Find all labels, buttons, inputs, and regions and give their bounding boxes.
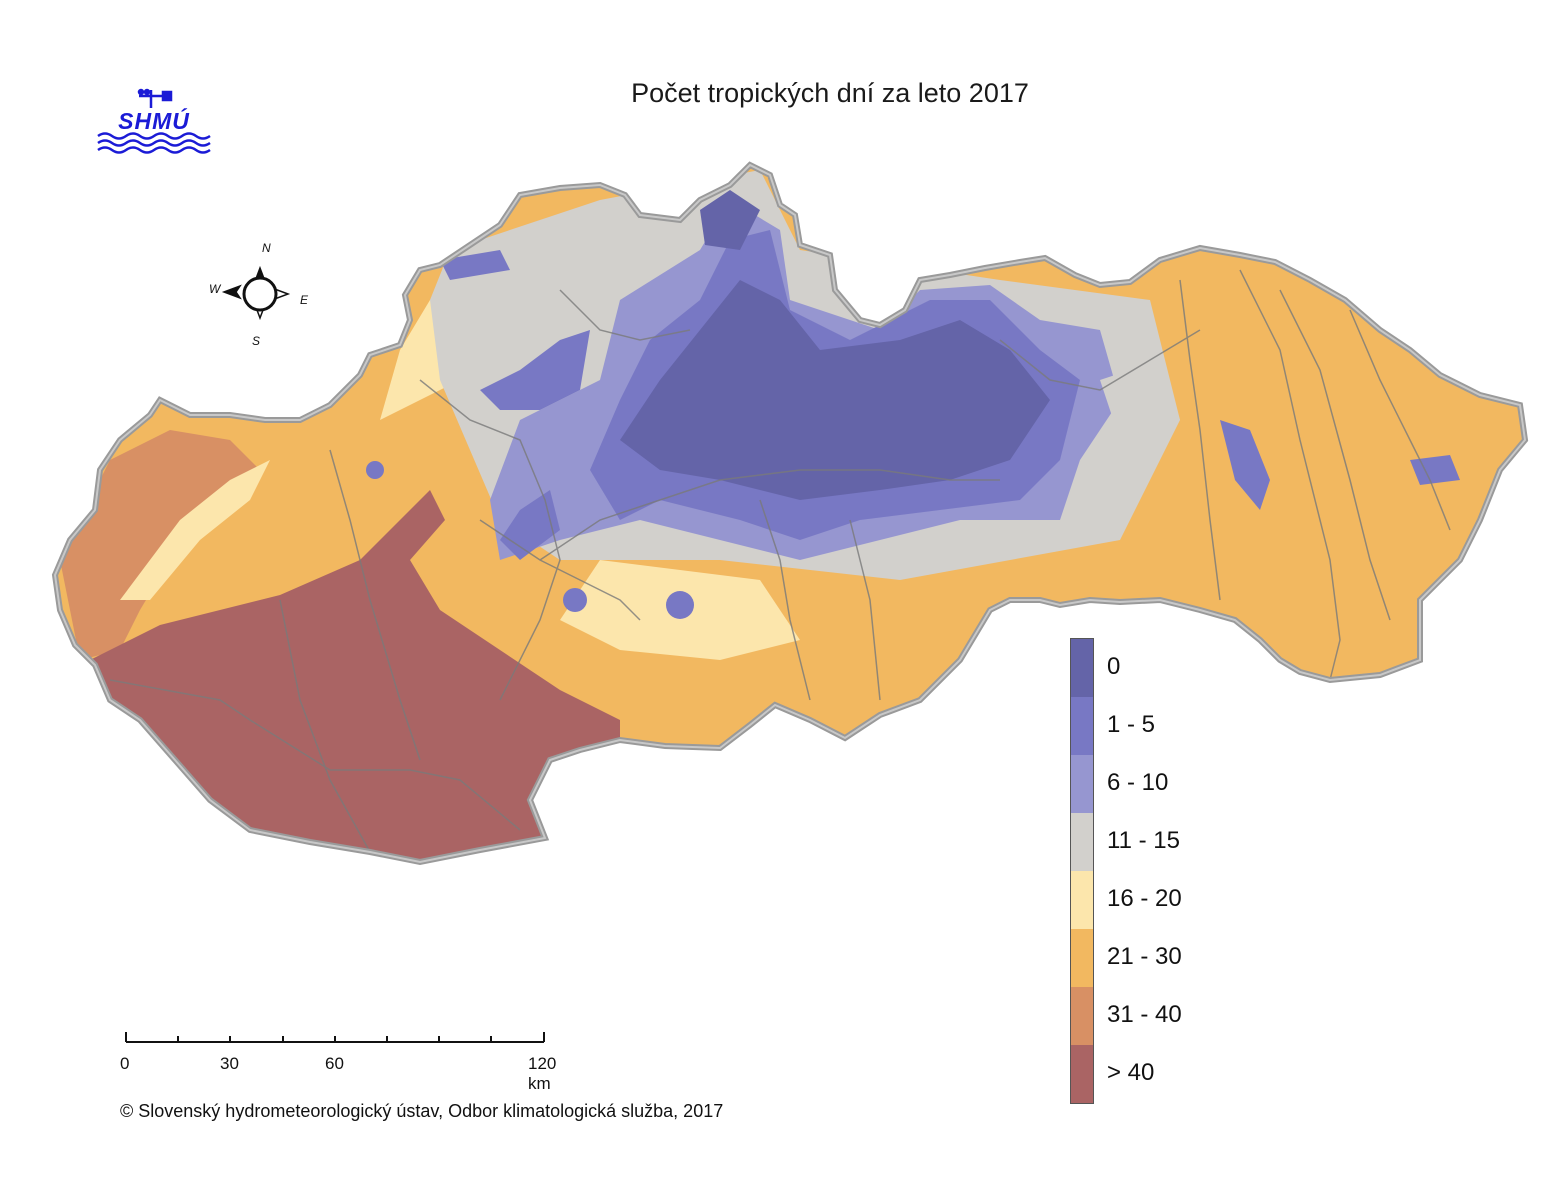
compass-west-label: W <box>209 282 221 296</box>
legend-swatch <box>1071 871 1093 929</box>
legend-label: 21 - 30 <box>1107 943 1182 970</box>
map-title: Počet tropických dní za leto 2017 <box>631 78 1029 108</box>
legend-swatch <box>1071 987 1093 1045</box>
legend-swatch <box>1071 929 1093 987</box>
legend-swatch <box>1071 639 1093 697</box>
scale-label: 60 <box>325 1054 344 1073</box>
copyright-text: © Slovenský hydrometeorologický ústav, O… <box>120 1101 724 1121</box>
legend-color-bar <box>1070 638 1094 1104</box>
legend-label: 11 - 15 <box>1107 827 1180 854</box>
scale-bar: 0 30 60 120 km <box>110 1028 570 1093</box>
compass-south-label: S <box>252 334 261 348</box>
legend-swatch <box>1071 755 1093 813</box>
scale-bar-line <box>125 1032 545 1043</box>
legend-label: 0 <box>1107 653 1121 680</box>
legend-label: > 40 <box>1107 1059 1155 1086</box>
scale-label: 120 km <box>528 1054 557 1093</box>
compass-rose: N E S W <box>200 238 320 348</box>
legend-label: 16 - 20 <box>1107 885 1182 912</box>
legend-swatch <box>1071 697 1093 755</box>
scale-label: 0 <box>120 1054 130 1073</box>
compass-east-label: E <box>300 293 309 307</box>
legend-label: 1 - 5 <box>1107 711 1156 738</box>
legend-label: 6 - 10 <box>1107 769 1169 796</box>
logo-text: SHMÚ <box>118 108 190 134</box>
weather-vane-icon <box>97 88 211 154</box>
legend-label: 31 - 40 <box>1107 1001 1182 1028</box>
shmu-logo: SHMÚ <box>95 86 213 158</box>
legend-swatch <box>1071 1045 1093 1103</box>
scale-label: 30 <box>220 1054 239 1073</box>
legend-swatch <box>1071 813 1093 871</box>
compass-icon <box>221 265 291 321</box>
compass-north-label: N <box>262 241 271 255</box>
